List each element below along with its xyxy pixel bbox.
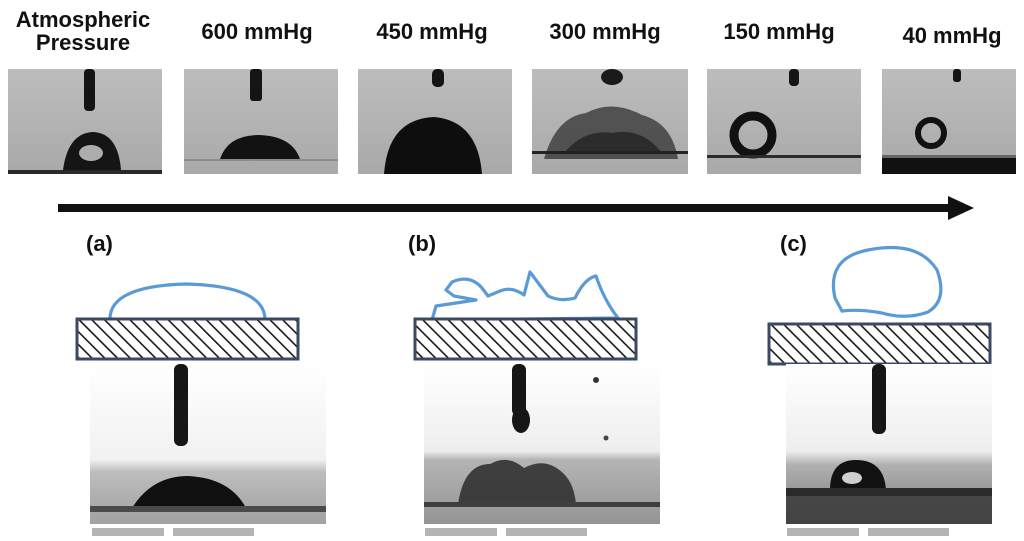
substrate-c [767, 322, 992, 366]
frame-image-atmospheric [8, 69, 162, 174]
frame-image-300 [532, 69, 688, 174]
needle-icon [512, 364, 526, 416]
drop-icon [220, 135, 300, 159]
panel-letter-b: (b) [408, 231, 437, 256]
deposition-outline [108, 282, 267, 320]
frame-label-150: 150 mmHg [723, 19, 835, 44]
splash-icon [458, 459, 576, 504]
frame-label-300: 300 mmHg [549, 19, 661, 44]
frame-image-450 [358, 69, 512, 174]
droplet-icon [601, 69, 623, 85]
bouncing-drop-icon [915, 117, 947, 149]
needle-icon [84, 69, 95, 111]
frame-image-150 [707, 69, 861, 174]
panel-letter-c: (c) [780, 231, 807, 256]
rebound-outline [831, 245, 943, 318]
substrate-a [75, 317, 300, 361]
bouncing-drop-icon [729, 111, 777, 159]
needle-icon [250, 69, 262, 101]
frame-label-600: 600 mmHg [201, 19, 313, 44]
substrate-b [413, 317, 638, 361]
frame-image-40 [882, 69, 1016, 174]
photo-rebound [786, 364, 992, 538]
needle-icon [872, 364, 886, 434]
frame-label-40: 40 mmHg [902, 23, 1002, 48]
photo-splash [424, 364, 660, 538]
photo-caption-strip-a [92, 528, 272, 536]
needle-icon [432, 69, 444, 87]
frame-label-atmospheric: Atmospheric Pressure [8, 8, 158, 54]
frame-image-600 [184, 69, 338, 174]
frame-label-text: Atmospheric Pressure [15, 7, 151, 56]
frame-label-450: 450 mmHg [376, 19, 488, 44]
needle-icon [789, 69, 799, 86]
photo-deposition [90, 364, 326, 538]
drop-icon [132, 476, 246, 508]
photo-caption-strip-c [787, 528, 967, 536]
needle-icon [174, 364, 188, 446]
splash-outline [430, 270, 620, 322]
needle-icon [953, 69, 961, 82]
panel-letter-a: (a) [86, 231, 113, 256]
droplet-icon [512, 407, 530, 433]
drop-icon [384, 117, 482, 174]
photo-caption-strip-b [425, 528, 605, 536]
